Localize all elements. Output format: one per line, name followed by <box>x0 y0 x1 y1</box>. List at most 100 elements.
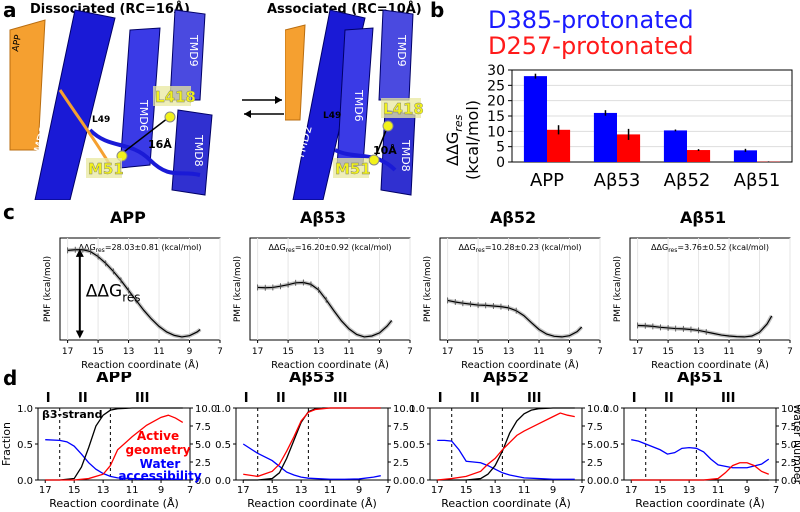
pmf-panel-title: Aβ52 <box>490 208 537 227</box>
water-ytick-label: 7.5 <box>587 422 603 433</box>
pmf-annotation: ΔΔGres=28.03±0.81 (kcal/mol) <box>79 243 202 254</box>
bar-ytick-label: 0 <box>496 155 505 171</box>
active-geometry-curve <box>45 414 184 481</box>
fraction-panel-title: APP <box>96 372 132 386</box>
pmf-xtick-label: 11 <box>343 347 354 357</box>
bar-ytick-label: 20 <box>487 94 505 110</box>
l418-sphere <box>382 120 394 132</box>
water-ytick-label: 2.5 <box>393 458 409 469</box>
panel-label-a: a <box>3 0 17 22</box>
fraction-ytick-label: 0.5 <box>17 440 33 451</box>
pmf-xtick-label: 17 <box>252 347 263 357</box>
water-ytick-label: 5.0 <box>195 440 211 451</box>
fraction-xtick-label: 17 <box>39 485 52 496</box>
fraction-xtick-label: 7 <box>385 485 391 496</box>
pmf-xtick-label: 17 <box>62 347 73 357</box>
ddg-arrow-label: ΔΔGres <box>86 282 141 305</box>
fraction-xtick-label: 11 <box>518 485 531 496</box>
panel-label-c: c <box>3 200 15 224</box>
fraction-plot-frame <box>235 407 389 481</box>
fraction-ytick-label: 0.0 <box>409 476 425 487</box>
fraction-xtick-label: 11 <box>126 485 139 496</box>
fraction-xlabel: Reaction coordinate (Å) <box>635 497 765 510</box>
stage-label: III <box>527 391 542 406</box>
tmd9-helix <box>169 9 206 101</box>
bar-category-label: Aβ51 <box>734 170 781 191</box>
molecule-dissociated-title: Dissociated (RC=16Å) <box>30 2 190 17</box>
fraction-ytick-label: 0.0 <box>603 476 619 487</box>
fraction-xtick-label: 9 <box>744 485 750 496</box>
app-label: APP <box>11 33 24 52</box>
loop <box>88 128 201 177</box>
pmf-xtick-label: 7 <box>407 347 413 357</box>
stage-label: I <box>244 391 249 406</box>
water-accessibility-curve <box>437 439 575 480</box>
bar-category-label: Aβ52 <box>664 170 711 191</box>
pmf-xtick-label: 11 <box>533 347 544 357</box>
water-ytick-label: 7.5 <box>393 422 409 433</box>
bar <box>663 130 687 162</box>
pmf-xtick-label: 17 <box>632 347 643 357</box>
fraction-plot-frame <box>429 407 583 481</box>
distance-label: 10Å <box>373 144 397 157</box>
active-geometry-annotation: geometry <box>125 443 190 457</box>
fraction-panel-title: Aβ53 <box>289 372 335 386</box>
legend-d385: D385-protonated <box>488 6 694 34</box>
pmf-xlabel: Reaction coordinate (Å) <box>81 358 199 371</box>
ddg-arrow-head-top <box>75 248 84 257</box>
l49-label: L49 <box>323 111 341 121</box>
bar <box>687 150 711 162</box>
pmf-xtick-label: 7 <box>217 347 223 357</box>
pmf-xtick-label: 9 <box>377 347 383 357</box>
fraction-xtick-label: 15 <box>68 485 81 496</box>
water-ytick-label: 5.0 <box>781 440 797 451</box>
active-geometry-curve <box>243 407 381 478</box>
pmf-xtick-label: 7 <box>597 347 603 357</box>
water-ytick-label: 10.0 <box>587 404 609 415</box>
legend-d257: D257-protonated <box>488 32 694 60</box>
molecule-dissociated: Dissociated (RC=16Å) APP TMD2 TMD6 TMD9 … <box>0 0 240 200</box>
pmf-xlabel: Reaction coordinate (Å) <box>651 358 769 371</box>
pmf-plot-frame <box>59 237 221 341</box>
water-accessibility-annotation: accessibility <box>118 469 202 483</box>
pmf-xtick-label: 11 <box>153 347 164 357</box>
fraction-panel-title: Aβ52 <box>483 372 529 386</box>
distance-label: 16Å <box>148 138 172 151</box>
l49-label: L49 <box>92 115 110 125</box>
water-ytick-label: 7.5 <box>781 422 797 433</box>
water-ytick-label: 0.0 <box>393 476 409 487</box>
water-ytick-label: 0.0 <box>195 476 211 487</box>
bar <box>547 129 571 162</box>
fraction-ytick-label: 1.0 <box>215 404 231 415</box>
pmf-annotation: ΔΔGres=10.28±0.23 (kcal/mol) <box>459 243 582 254</box>
fraction-plot-frame <box>623 407 777 481</box>
fraction-xlabel: Reaction coordinate (Å) <box>441 497 571 510</box>
pmf-xtick-label: 15 <box>282 347 293 357</box>
bar <box>733 150 757 162</box>
stage-label: I <box>632 391 637 406</box>
m51-label: M51 <box>335 160 371 178</box>
fraction-ytick-label: 0.5 <box>603 440 619 451</box>
pmf-annotation: ΔΔGres=3.76±0.52 (kcal/mol) <box>651 243 769 254</box>
beta-strand-curve <box>437 407 575 481</box>
pmf-xtick-label: 7 <box>787 347 793 357</box>
fraction-ytick-label: 0.0 <box>215 476 231 487</box>
water-ytick-label: 2.5 <box>195 458 211 469</box>
fraction-xtick-label: 13 <box>489 485 502 496</box>
distance-arrow <box>374 127 388 159</box>
water-ytick-label: 0.0 <box>781 476 797 487</box>
tmd6-label: TMD6 <box>137 99 150 132</box>
pmf-xlabel: Reaction coordinate (Å) <box>271 358 389 371</box>
water-ytick-label: 5.0 <box>393 440 409 451</box>
pmf-xtick-label: 13 <box>123 347 134 357</box>
m51-label: M51 <box>88 160 124 178</box>
pmf-xtick-label: 15 <box>662 347 673 357</box>
water-ytick-label: 2.5 <box>781 458 797 469</box>
bar-plot-frame <box>511 69 793 163</box>
equilibrium-arrows <box>242 96 284 118</box>
panel-label-b: b <box>430 0 445 22</box>
fraction-xtick-label: 13 <box>97 485 110 496</box>
water-ytick-label: 0.0 <box>587 476 603 487</box>
molecule-associated-render: TMD2 TMD6 TMD9 TMD8 L49 L418 M51 10Å <box>285 9 424 200</box>
distance-arrow <box>119 117 169 156</box>
